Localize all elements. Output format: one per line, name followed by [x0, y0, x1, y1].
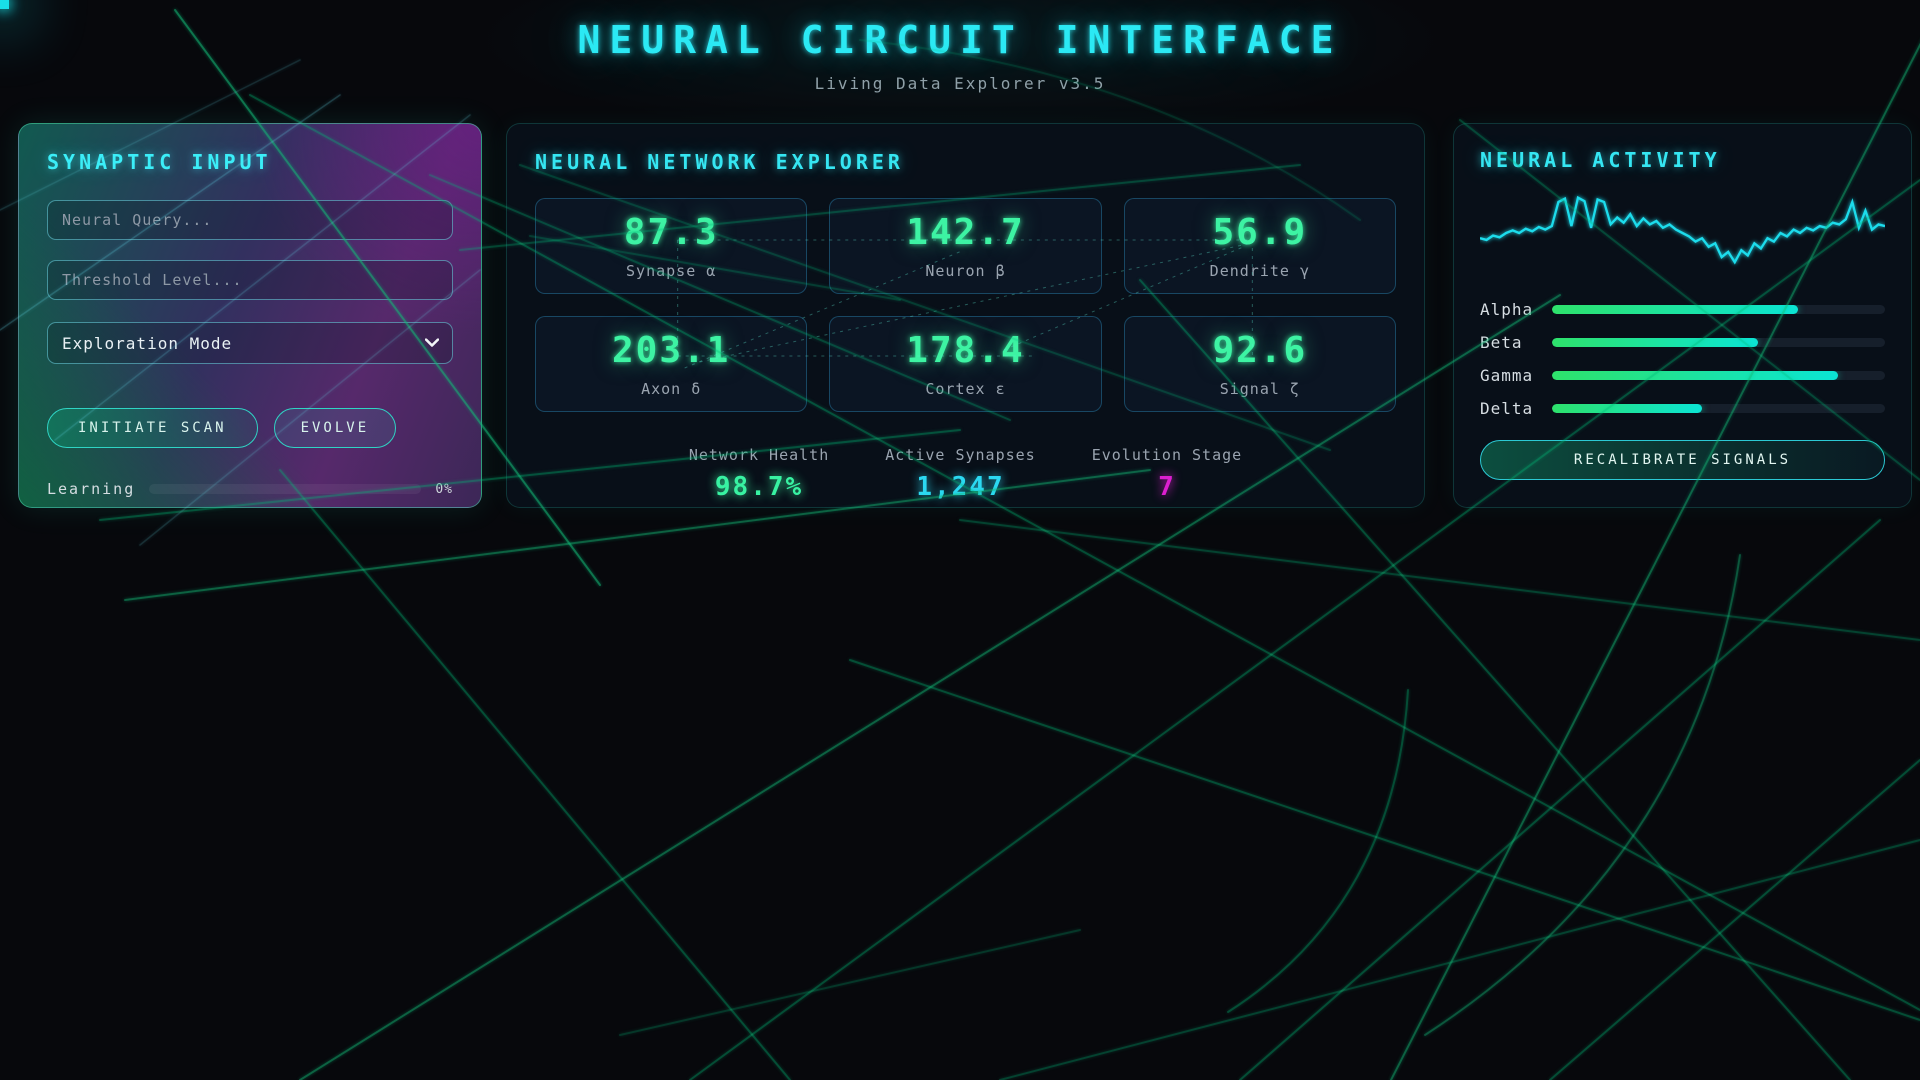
- neural-activity-panel: NEURAL ACTIVITY Alpha Beta Gamma Delta RECA…: [1453, 123, 1912, 508]
- header: NEURAL CIRCUIT INTERFACE Living Data Exp…: [0, 0, 1920, 93]
- neural-line: [849, 659, 1920, 1021]
- learning-percent: 0%: [435, 481, 453, 497]
- recalibrate-signals-button[interactable]: RECALIBRATE SIGNALS: [1480, 440, 1885, 480]
- brainwave-bar-row: Delta: [1480, 399, 1885, 418]
- metric-grid-wrap: 87.3 Synapse α 142.7 Neuron β 56.9 Dendrite γ…: [535, 198, 1396, 412]
- neural-network-explorer-panel: NEURAL NETWORK EXPLORER 87.3 Synapse α 142…: [506, 123, 1425, 508]
- activity-title: NEURAL ACTIVITY: [1480, 148, 1721, 172]
- bar-label: Gamma: [1480, 366, 1534, 385]
- bar-label: Alpha: [1480, 300, 1534, 319]
- bar-label: Delta: [1480, 399, 1534, 418]
- neural-curve: [1227, 689, 1409, 1013]
- neural-curve: [1424, 554, 1741, 1036]
- explorer-title: NEURAL NETWORK EXPLORER: [535, 150, 904, 174]
- page-subtitle: Living Data Explorer v3.5: [814, 74, 1106, 93]
- brainwave-bar-row: Alpha: [1480, 300, 1885, 319]
- synaptic-input-panel: SYNAPTIC INPUT Exploration Mode INITIATE…: [18, 123, 482, 508]
- bar-fill: [1552, 338, 1759, 347]
- learning-progress-track: [149, 484, 422, 494]
- neural-line: [1239, 519, 1881, 1080]
- learning-progress-row: Learning 0%: [47, 480, 453, 498]
- evolve-button[interactable]: EVOLVE: [273, 408, 397, 448]
- stat-item: Evolution Stage 7: [1092, 446, 1242, 502]
- learning-label: Learning: [47, 480, 136, 498]
- bar-fill: [1552, 371, 1839, 380]
- bar-track: [1552, 404, 1885, 413]
- metric-card: 87.3 Synapse α: [535, 198, 808, 294]
- metric-card: 142.7 Neuron β: [829, 198, 1102, 294]
- bar-track: [1552, 338, 1885, 347]
- metric-value: 178.4: [906, 330, 1025, 371]
- stat-value: 98.7%: [714, 472, 804, 502]
- stat-value: 1,247: [916, 472, 1005, 502]
- exploration-mode-select-wrap: Exploration Mode: [47, 322, 453, 364]
- metric-card: 92.6 Signal ζ: [1123, 316, 1396, 412]
- brainwave-bar-row: Beta: [1480, 333, 1885, 352]
- metric-label: Cortex ε: [925, 380, 1006, 398]
- stat-value: 7: [1158, 472, 1176, 502]
- neural-line: [619, 929, 1081, 1036]
- neural-line: [999, 839, 1920, 1080]
- exploration-mode-select[interactable]: Exploration Mode: [47, 322, 453, 364]
- brainwave-bar-row: Gamma: [1480, 366, 1885, 385]
- brainwave-bars: Alpha Beta Gamma Delta: [1480, 300, 1885, 418]
- stat-label: Evolution Stage: [1091, 446, 1243, 464]
- metric-label: Synapse α: [626, 262, 717, 280]
- metric-value: 56.9: [1212, 212, 1308, 253]
- metric-card: 56.9 Dendrite γ: [1123, 198, 1396, 294]
- dashboard-panels: SYNAPTIC INPUT Exploration Mode INITIATE…: [18, 123, 1912, 508]
- bar-track: [1552, 371, 1885, 380]
- threshold-level-input[interactable]: [47, 260, 453, 300]
- stat-item: Active Synapses 1,247: [885, 446, 1035, 502]
- neural-line: [1549, 759, 1920, 1080]
- metric-label: Signal ζ: [1219, 380, 1300, 398]
- bar-fill: [1552, 404, 1702, 413]
- metric-value: 203.1: [611, 330, 731, 371]
- metric-value: 92.6: [1212, 330, 1308, 371]
- metric-card: 203.1 Axon δ: [535, 316, 808, 412]
- metric-value: 142.7: [906, 212, 1025, 253]
- waveform-polyline: [1480, 195, 1885, 265]
- neural-line: [279, 469, 791, 1080]
- neural-line: [959, 519, 1920, 641]
- network-stats-row: Network Health 98.7% Active Synapses 1,247 E…: [535, 446, 1396, 502]
- stat-label: Network Health: [688, 446, 830, 464]
- activity-waveform: [1480, 190, 1885, 276]
- page-title: NEURAL CIRCUIT INTERFACE: [577, 18, 1343, 62]
- metric-card: 178.4 Cortex ε: [829, 316, 1102, 412]
- metric-value: 87.3: [623, 212, 719, 253]
- metric-grid: 87.3 Synapse α 142.7 Neuron β 56.9 Dendrite γ…: [535, 198, 1396, 412]
- metric-label: Axon δ: [641, 380, 702, 398]
- initiate-scan-button[interactable]: INITIATE SCAN: [47, 408, 258, 448]
- bar-fill: [1552, 305, 1799, 314]
- synaptic-input-title: SYNAPTIC INPUT: [47, 150, 272, 174]
- synaptic-buttons: INITIATE SCAN EVOLVE: [47, 408, 453, 448]
- stat-label: Active Synapses: [885, 446, 1036, 464]
- bar-track: [1552, 305, 1885, 314]
- stat-item: Network Health 98.7%: [689, 446, 829, 502]
- metric-label: Dendrite γ: [1209, 262, 1310, 280]
- metric-label: Neuron β: [925, 262, 1006, 280]
- neural-query-input[interactable]: [47, 200, 453, 240]
- bar-label: Beta: [1480, 333, 1523, 352]
- corner-particle: [0, 0, 9, 9]
